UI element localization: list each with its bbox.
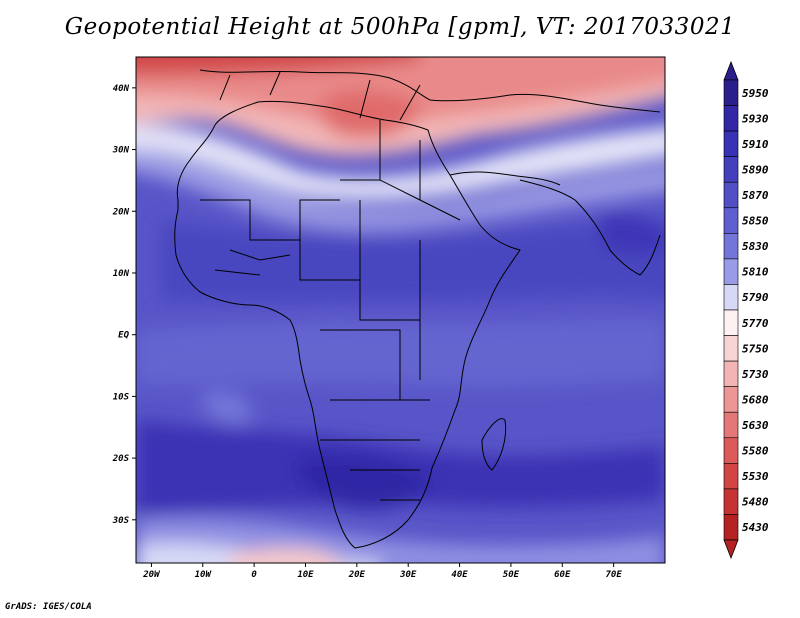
lon-label: 10E (297, 570, 314, 580)
lon-label: 30E (399, 570, 417, 580)
colorbar-swatch (723, 360, 739, 387)
lon-label: 40E (451, 570, 468, 580)
colorbar-label: 5930 (742, 112, 769, 125)
height-field (136, 57, 665, 563)
colorbar-label: 5810 (742, 266, 769, 279)
colorbar: 5950 5930 5910 5890 5870 5850 5830 5810 5790 5770… (723, 60, 769, 560)
colorbar-swatch (723, 130, 739, 157)
colorbar-swatch (723, 488, 739, 515)
colorbar-label: 5480 (742, 496, 769, 509)
latitude-axis: 40N 30N 20N 10N EQ 10S 20S 30S (112, 84, 136, 526)
colorbar-label: 5850 (742, 215, 769, 228)
colorbar-swatch (723, 437, 739, 464)
colorbar-swatch (723, 309, 739, 336)
colorbar-label: 5530 (742, 470, 769, 483)
colorbar-label: 5950 (742, 87, 769, 100)
lon-label: 10W (195, 570, 213, 580)
lon-label: 20E (348, 570, 366, 580)
colorbar-swatch (723, 105, 739, 132)
colorbar-swatch (723, 181, 739, 209)
colorbar-label: 5910 (742, 138, 769, 151)
lat-label: 30N (112, 146, 130, 156)
lon-label: 20W (142, 570, 161, 580)
lon-label: 0 (251, 570, 257, 580)
colorbar-swatch (723, 335, 739, 362)
colorbar-label: 5830 (742, 240, 769, 253)
longitude-axis: 20W 10W 0 10E 20E 30E 40E 50E 60E 70E (142, 563, 622, 580)
colorbar-swatch (723, 207, 739, 234)
lat-label: 30S (112, 516, 130, 526)
colorbar-label: 5870 (742, 189, 769, 202)
colorbar-swatch (723, 514, 739, 541)
lon-label: 70E (606, 570, 623, 580)
colorbar-label: 5790 (742, 291, 769, 304)
lat-label: 10S (113, 392, 130, 402)
colorbar-swatch (723, 233, 739, 260)
grads-credit: GrADS: IGES/COLA (5, 602, 92, 612)
colorbar-swatch (723, 284, 739, 311)
colorbar-swatch (723, 258, 739, 285)
colorbar-swatch (723, 411, 739, 439)
lat-label: EQ (118, 331, 129, 341)
colorbar-label: 5750 (742, 342, 769, 355)
colorbar-label: 5890 (742, 163, 769, 176)
colorbar-label: 5580 (742, 445, 769, 458)
colorbar-label: 5630 (742, 419, 769, 432)
lat-label: 20N (112, 207, 130, 217)
map-frame (135, 56, 666, 564)
lat-label: 10N (113, 269, 130, 279)
colorbar-swatch (723, 156, 739, 183)
lat-label: 20S (112, 454, 130, 464)
colorbar-label: 5770 (742, 317, 769, 330)
colorbar-label: 5680 (742, 393, 769, 406)
colorbar-swatch (723, 463, 739, 490)
lat-label: 40N (113, 84, 130, 94)
colorbar-label: 5730 (742, 368, 769, 381)
colorbar-top-arrow (723, 60, 739, 81)
colorbar-swatch (723, 386, 739, 413)
colorbar-bottom-arrow (723, 539, 739, 560)
colorbar-label: 5430 (742, 521, 769, 534)
map-title: Geopotential Height at 500hPa [gpm], VT:… (64, 14, 736, 40)
coastlines (174, 69, 661, 549)
lon-label: 50E (503, 570, 520, 580)
colorbar-swatch (723, 79, 739, 106)
lon-label: 60E (554, 570, 571, 580)
